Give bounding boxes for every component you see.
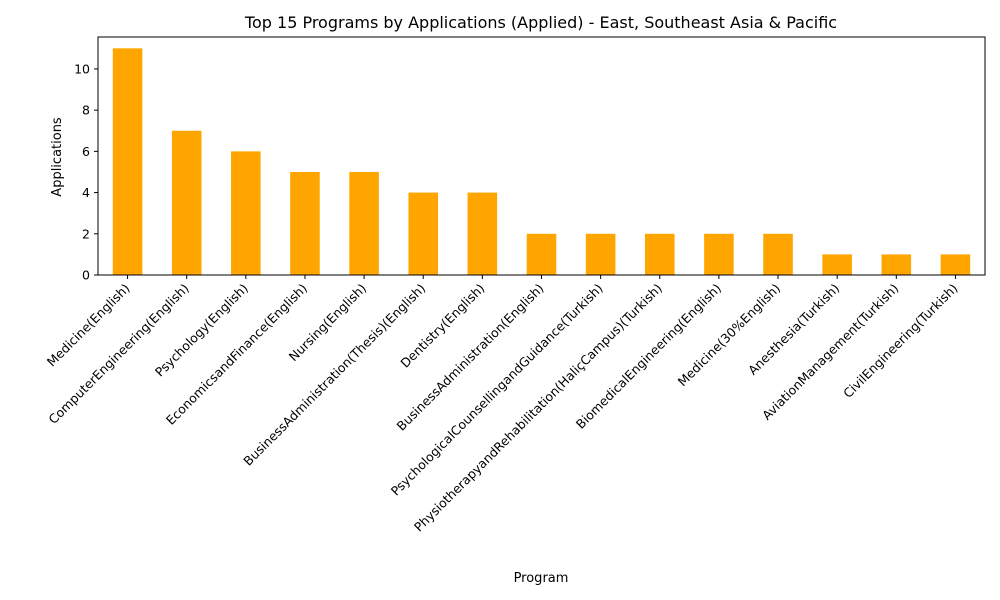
bar	[231, 151, 261, 275]
y-tick-label: 0	[82, 268, 90, 283]
bars-group	[112, 48, 971, 276]
bar	[763, 233, 793, 275]
y-tick-label: 2	[82, 226, 90, 241]
bar	[467, 192, 498, 275]
bar	[881, 254, 912, 275]
x-tick-label: PsychologicalCounsellingandGuidance(Turk…	[388, 281, 606, 499]
bar	[585, 233, 616, 275]
bar	[290, 171, 320, 275]
bar	[704, 233, 734, 275]
y-axis-label: Applications	[50, 117, 65, 197]
y-tick-label: 4	[82, 185, 90, 200]
x-axis-ticks: Medicine(English)ComputerEngineering(Eng…	[44, 275, 961, 534]
y-axis-ticks: 0 2 4 6 8 10	[74, 61, 98, 283]
bar	[112, 48, 143, 276]
y-tick-label: 6	[82, 144, 90, 159]
bar	[349, 171, 379, 275]
chart-title: Top 15 Programs by Applications (Applied…	[244, 13, 837, 32]
x-tick-label: Medicine(30%English)	[675, 281, 784, 390]
bar	[940, 254, 971, 275]
bar	[171, 130, 202, 275]
x-axis-label: Program	[514, 571, 569, 586]
bar	[644, 233, 675, 275]
bar	[526, 233, 557, 275]
bar	[822, 254, 852, 275]
bar	[408, 192, 439, 275]
x-tick-label: CivilEngineering(Turkish)	[840, 281, 960, 401]
y-tick-label: 8	[82, 103, 90, 118]
y-tick-label: 10	[74, 61, 90, 76]
